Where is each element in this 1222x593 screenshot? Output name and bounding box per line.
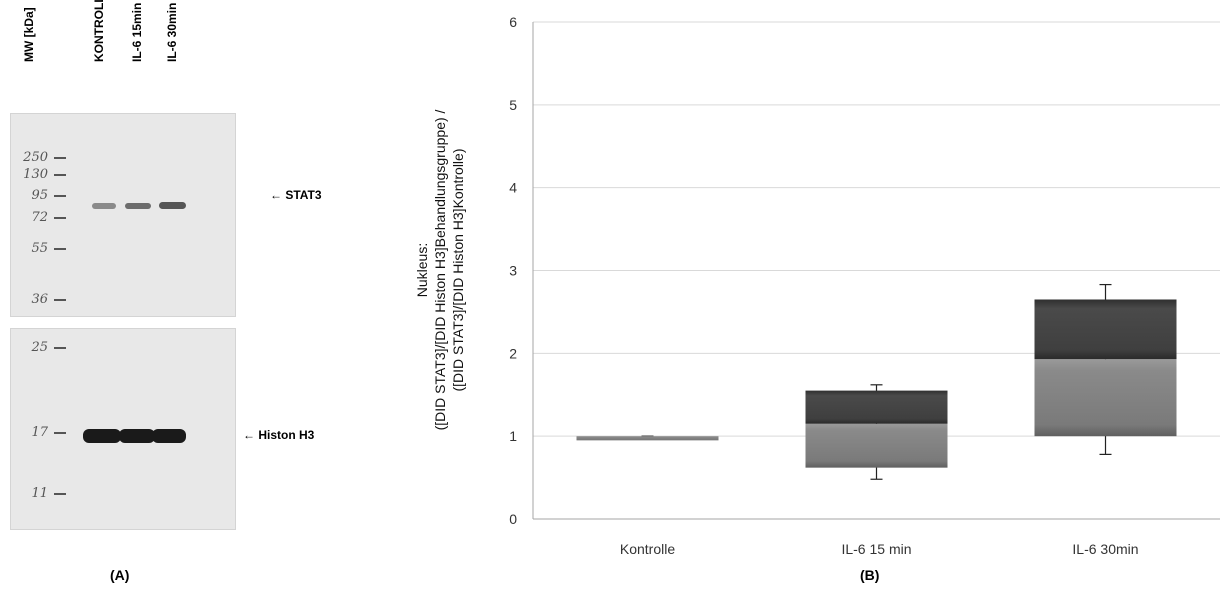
marker-130: 130 bbox=[10, 167, 66, 182]
box-lower-0 bbox=[576, 436, 719, 441]
x-tick-label-1: IL-6 15 min bbox=[841, 541, 911, 557]
stat3-band-il6-30 bbox=[159, 202, 186, 209]
marker-72: 72 bbox=[10, 210, 66, 225]
column-label-kontrolle: KONTROLLE bbox=[92, 0, 106, 62]
marker-95: 95 bbox=[10, 188, 66, 203]
x-tick-label-2: IL-6 30min bbox=[1072, 541, 1138, 557]
y-tick-label-6: 6 bbox=[509, 14, 517, 30]
box-lower-2 bbox=[1034, 359, 1177, 437]
box-upper-1 bbox=[805, 390, 948, 424]
histon-band-kontrolle bbox=[83, 429, 121, 443]
column-label-il6-15: IL-6 15min bbox=[130, 2, 144, 62]
upper-blot bbox=[10, 113, 236, 317]
y-tick-label-1: 1 bbox=[509, 428, 517, 444]
stat3-band-kontrolle bbox=[92, 203, 116, 209]
box-lower-1 bbox=[805, 423, 948, 468]
marker-250: 250 bbox=[10, 150, 66, 165]
histon-band-il6-30 bbox=[152, 429, 186, 443]
box-upper-2 bbox=[1034, 299, 1177, 360]
y-tick-label-2: 2 bbox=[509, 345, 517, 361]
y-tick-label-3: 3 bbox=[509, 263, 517, 279]
box-chart: 0 1 2 3 4 5 6 Kontrolle IL-6 15 min IL-6 30min bbox=[509, 14, 1220, 557]
panel-a-caption: (A) bbox=[110, 567, 130, 583]
x-tick-label-0: Kontrolle bbox=[620, 541, 675, 557]
panel-b-caption: (B) bbox=[860, 567, 880, 583]
marker-11: 11 bbox=[10, 486, 66, 501]
lower-blot bbox=[10, 328, 236, 530]
stat3-label: ← STAT3 bbox=[270, 188, 322, 202]
marker-55: 55 bbox=[10, 241, 66, 256]
column-label-il6-30: IL-6 30min bbox=[165, 2, 179, 62]
histon-label: ← Histon H3 bbox=[243, 428, 315, 442]
western-blot-panel: MW [kDa] KONTROLLE IL-6 15min IL-6 30min… bbox=[0, 0, 360, 593]
histon-band-il6-15 bbox=[119, 429, 155, 443]
y-tick-label-5: 5 bbox=[509, 97, 517, 113]
y-tick-label-4: 4 bbox=[509, 180, 517, 196]
marker-36: 36 bbox=[10, 292, 66, 307]
column-label-mw: MW [kDa] bbox=[22, 7, 36, 62]
y-tick-label-0: 0 bbox=[509, 511, 517, 527]
marker-25: 25 bbox=[10, 340, 66, 355]
marker-17: 17 bbox=[10, 425, 66, 440]
stat3-band-il6-15 bbox=[125, 203, 151, 209]
